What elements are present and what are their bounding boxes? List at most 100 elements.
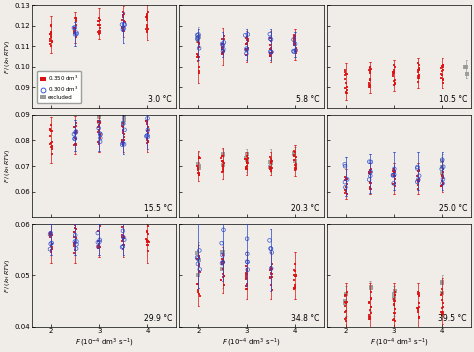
Point	[438, 63, 446, 69]
Point	[72, 18, 80, 23]
Point	[243, 236, 251, 241]
Point	[144, 228, 151, 234]
Point	[73, 15, 80, 21]
Point	[439, 182, 447, 187]
Point	[244, 38, 252, 44]
Point	[46, 36, 54, 42]
Point	[220, 33, 228, 39]
Point	[341, 303, 348, 309]
Point	[291, 33, 299, 39]
Point	[391, 310, 399, 316]
Point	[342, 184, 349, 190]
Point	[243, 273, 250, 278]
Point	[73, 141, 80, 147]
Point	[194, 51, 201, 57]
Point	[121, 127, 128, 133]
Point	[47, 29, 55, 34]
Point	[72, 232, 79, 238]
Point	[244, 153, 251, 159]
Point	[47, 128, 55, 134]
Point	[342, 293, 349, 298]
Point	[366, 167, 374, 173]
Point	[343, 71, 350, 76]
Point	[219, 166, 227, 172]
Point	[120, 120, 128, 126]
Point	[95, 15, 103, 20]
Point	[219, 50, 226, 56]
Point	[196, 248, 203, 253]
Point	[413, 165, 421, 171]
Point	[367, 166, 374, 172]
Point	[341, 67, 348, 73]
Point	[415, 168, 423, 174]
Point	[242, 155, 250, 161]
Point	[144, 128, 151, 134]
Point	[48, 241, 56, 247]
Point	[292, 149, 299, 155]
Point	[196, 270, 203, 275]
Point	[47, 144, 55, 150]
Point	[194, 39, 202, 45]
Point	[439, 65, 447, 70]
Point	[119, 140, 127, 146]
Point	[290, 37, 297, 43]
Point	[367, 296, 374, 301]
X-axis label: $F\,(10^{-4}$ dm$^3$ s$^{-1})$: $F\,(10^{-4}$ dm$^3$ s$^{-1})$	[370, 337, 428, 349]
Point	[267, 165, 274, 170]
Point	[243, 270, 250, 276]
Point	[95, 30, 103, 35]
Point	[218, 153, 226, 159]
Point	[96, 241, 103, 247]
Point	[71, 225, 79, 231]
Point	[219, 48, 227, 54]
Point	[46, 41, 54, 47]
Text: 5.8 °C: 5.8 °C	[296, 95, 319, 104]
Point	[48, 241, 55, 246]
Point	[244, 259, 251, 265]
Point	[97, 135, 104, 141]
Point	[367, 310, 374, 316]
Point	[290, 36, 298, 42]
Point	[71, 130, 79, 136]
Point	[390, 169, 398, 175]
Point	[266, 51, 274, 57]
Point	[291, 277, 298, 283]
Point	[268, 271, 275, 277]
Point	[96, 244, 104, 250]
Point	[143, 13, 150, 18]
Point	[267, 266, 275, 271]
Point	[219, 159, 227, 165]
Point	[241, 32, 249, 38]
Point	[243, 51, 250, 56]
Point	[267, 159, 275, 164]
Point	[291, 167, 299, 173]
Point	[415, 176, 422, 182]
Point	[48, 247, 55, 253]
Point	[119, 246, 127, 252]
Point	[46, 141, 54, 146]
Point	[121, 22, 128, 27]
Point	[47, 32, 55, 38]
Point	[413, 179, 421, 184]
Point	[119, 234, 127, 240]
Point	[196, 171, 203, 176]
Point	[143, 29, 151, 34]
Point	[244, 271, 251, 277]
Point	[390, 67, 397, 73]
Point	[143, 239, 151, 245]
Point	[72, 26, 79, 31]
Point	[48, 152, 55, 157]
Point	[341, 162, 348, 167]
Point	[46, 232, 54, 237]
Point	[94, 245, 102, 251]
Point	[121, 19, 128, 25]
Point	[219, 49, 227, 55]
Point	[72, 30, 79, 35]
Point	[196, 155, 203, 161]
Point	[243, 37, 250, 43]
Point	[195, 41, 203, 47]
Point	[95, 115, 102, 120]
Point	[95, 18, 102, 24]
Point	[438, 172, 446, 177]
Point	[120, 131, 128, 137]
